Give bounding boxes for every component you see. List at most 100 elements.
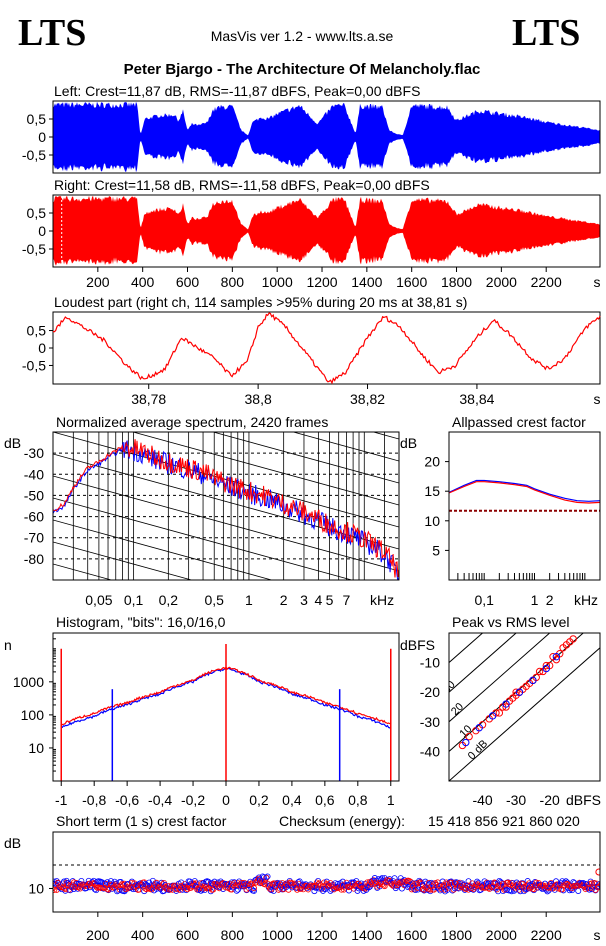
xtick-label: -40	[472, 792, 492, 808]
xtick-label: -1	[55, 792, 68, 808]
ytick-label: -0,5	[22, 147, 46, 163]
spectrum-xunit: kHz	[370, 592, 394, 608]
xtick-label: 2000	[486, 927, 517, 943]
peak-rms-point	[502, 700, 510, 708]
xtick-label: 1800	[441, 927, 472, 943]
xtick-label: 1000	[262, 927, 293, 943]
spectrum-slope-line	[53, 432, 399, 528]
xtick-label: -0,2	[181, 792, 205, 808]
peak-rms-point	[542, 664, 551, 673]
xtick-label: 38,82	[350, 391, 385, 407]
waveform-right-frame	[52, 194, 601, 268]
loudest-part-line	[52, 312, 601, 385]
ytick-label: 0	[38, 223, 46, 239]
xtick-label: -20	[540, 792, 560, 808]
peak-rms-point	[569, 635, 577, 643]
logo-left: LTS	[18, 12, 86, 54]
xtick-label: 600	[176, 927, 200, 943]
xtick-label: 1600	[396, 927, 427, 943]
xtick-label: 0	[222, 792, 230, 808]
crest-point-left	[428, 879, 435, 886]
xtick-label: 1800	[441, 274, 472, 290]
short-term-ylabel: dB	[4, 835, 21, 851]
histogram-title: Histogram, "bits": 16,0/16,0	[56, 614, 226, 630]
xtick-label: -0,8	[82, 792, 106, 808]
xtick-label: 0,2	[249, 792, 269, 808]
peak-rms-frame	[448, 632, 601, 782]
xunit-label: s	[594, 927, 601, 943]
xtick-label: -0,6	[115, 792, 139, 808]
allpassed-ylabel: dB	[400, 435, 417, 451]
xtick-label: 1600	[396, 274, 427, 290]
ytick-label: 10	[28, 880, 44, 896]
crest-line	[449, 647, 600, 781]
xtick-label: 1400	[351, 274, 382, 290]
xtick-label: 7	[343, 592, 351, 608]
xtick-label: 38,8	[245, 391, 272, 407]
spectrum-slope-line	[131, 432, 399, 506]
peak-rms-xlabel: dBFS	[566, 792, 601, 808]
crest-point-left	[233, 887, 240, 894]
logo-right: LTS	[512, 12, 580, 54]
crest-point-left	[70, 885, 77, 892]
loudest-part-frame	[52, 311, 601, 385]
crest-point-right	[595, 868, 600, 876]
crest-point-left	[596, 881, 600, 888]
loudest-part-title: Loudest part (right ch, 114 samples >95%…	[54, 294, 467, 310]
crest-point-right	[594, 884, 600, 891]
crest-line-label: 30	[441, 679, 458, 696]
crest-point-right	[168, 883, 175, 890]
peak-rms-point	[535, 667, 544, 676]
crest-point-right	[369, 881, 376, 888]
allpassed-series-line	[448, 479, 601, 502]
xtick-label: 2	[546, 592, 554, 608]
spectrum-slope-line	[53, 497, 354, 580]
crest-point-right	[381, 883, 388, 890]
crest-point-right	[123, 884, 130, 891]
xtick-label: 1000	[262, 274, 293, 290]
xtick-label: 0,1	[474, 592, 494, 608]
crest-point-left	[250, 887, 257, 894]
spectrum-slope-line	[53, 541, 193, 580]
xtick-label: 0,4	[282, 792, 302, 808]
crest-point-left	[178, 879, 185, 886]
xtick-label: 1200	[306, 274, 337, 290]
ytick-label: 15	[424, 483, 440, 499]
xtick-label: 1200	[306, 927, 337, 943]
ytick-label: 10	[28, 740, 44, 756]
xtick-label: 2	[280, 592, 288, 608]
crest-line-label: 20	[449, 701, 466, 718]
peak-rms-point	[509, 694, 517, 702]
xtick-label: 1	[531, 592, 539, 608]
ytick-label: -10	[420, 655, 440, 671]
peak-rms-point	[542, 661, 551, 670]
ytick-label: -50	[24, 487, 44, 503]
ytick-label: 0	[38, 129, 46, 145]
crest-point-right	[250, 885, 257, 892]
ytick-label: 20	[424, 454, 440, 470]
ytick-label: 0,5	[27, 205, 47, 221]
ytick-label: -30	[24, 445, 44, 461]
ytick-label: -0,5	[22, 241, 46, 257]
crest-point-left	[294, 884, 301, 891]
xtick-label: 0,6	[315, 792, 335, 808]
waveform-right-title: Right: Crest=11,58 dB, RMS=-11,58 dBFS, …	[54, 177, 430, 193]
checksum-value: 15 418 856 921 860 020	[428, 813, 580, 829]
crest-line-label: 0 dB	[466, 738, 490, 762]
xtick-label: 1400	[351, 927, 382, 943]
xtick-label: -30	[506, 792, 526, 808]
spectrum-series-line	[53, 440, 399, 580]
xtick-label: 200	[86, 927, 110, 943]
allpassed-series-line	[448, 481, 601, 504]
xtick-label: 38,84	[459, 391, 494, 407]
spectrum-slope-line	[53, 519, 274, 580]
spectrum-slope-line	[53, 278, 399, 373]
checksum-label: Checksum (energy):	[279, 813, 405, 829]
crest-point-left	[296, 878, 303, 885]
xtick-label: 2200	[531, 274, 562, 290]
ytick-label: -80	[24, 551, 44, 567]
peak-rms-title: Peak vs RMS level	[452, 614, 569, 630]
peak-rms-point	[552, 652, 561, 661]
